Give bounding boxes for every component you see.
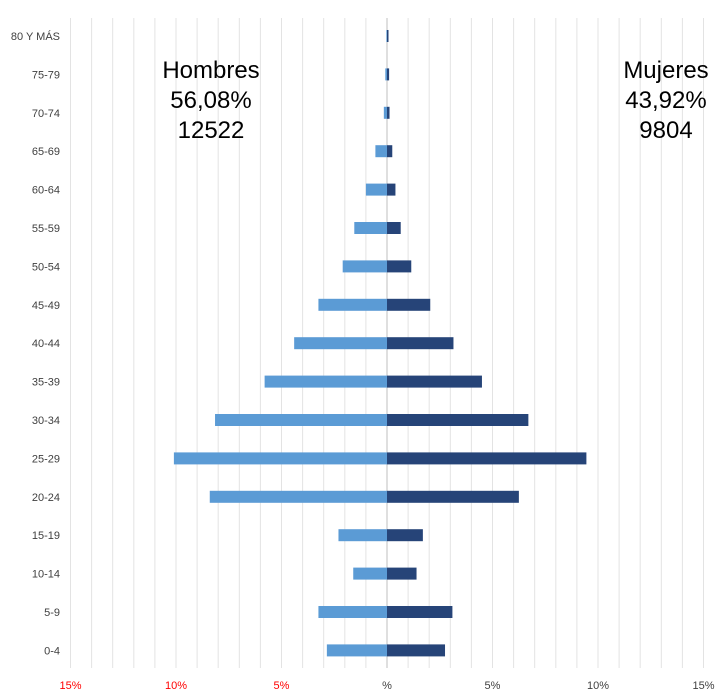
age-group-label: 55-59 bbox=[32, 223, 60, 235]
bar-hombres bbox=[385, 68, 387, 81]
left-annotation: Hombres 56,08% 12522 bbox=[162, 57, 259, 144]
bar-mujeres bbox=[387, 414, 529, 426]
bar-mujeres bbox=[387, 567, 417, 580]
bar-hombres bbox=[353, 567, 387, 580]
age-group-label: 75-79 bbox=[32, 69, 60, 81]
right-annotation-line-2: 43,92% bbox=[625, 87, 706, 114]
age-group-label: 30-34 bbox=[32, 415, 60, 427]
bar-mujeres bbox=[387, 529, 423, 542]
bar-hombres bbox=[342, 260, 387, 273]
left-annotation-line-1: Hombres bbox=[162, 57, 259, 84]
bar-hombres bbox=[209, 490, 387, 503]
right-annotation: Mujeres 43,92% 9804 bbox=[623, 57, 708, 144]
left-annotation-line-2: 56,08% bbox=[170, 87, 251, 114]
x-tick-label: % bbox=[382, 680, 392, 691]
x-tick-label: 15% bbox=[59, 680, 81, 691]
bar-hombres bbox=[294, 337, 387, 350]
bar-mujeres bbox=[387, 298, 431, 311]
x-tick-label: 10% bbox=[165, 680, 187, 691]
age-group-label: 20-24 bbox=[32, 492, 60, 504]
age-group-label: 50-54 bbox=[32, 261, 60, 273]
x-axis-tick-labels: 15% 10% 5%% 5% 10% 15% bbox=[59, 680, 714, 691]
bar-mujeres bbox=[387, 222, 401, 234]
age-group-label: 25-29 bbox=[32, 453, 60, 465]
bar-mujeres bbox=[387, 452, 587, 465]
bar-hombres bbox=[375, 145, 387, 158]
bar-mujeres bbox=[387, 68, 390, 81]
bar-hombres bbox=[338, 529, 387, 542]
age-group-label: 70-74 bbox=[32, 108, 60, 120]
bar-mujeres bbox=[387, 260, 412, 273]
bar-hombres bbox=[318, 606, 387, 618]
age-group-label: 35-39 bbox=[32, 377, 60, 389]
bar-hombres bbox=[173, 452, 387, 465]
bar-hombres bbox=[365, 183, 387, 196]
left-annotation-line-3: 12522 bbox=[178, 117, 245, 144]
bar-hombres bbox=[264, 375, 387, 388]
x-tick-label: 10% bbox=[587, 680, 609, 691]
age-group-label: 40-44 bbox=[32, 338, 60, 350]
bar-mujeres bbox=[387, 183, 396, 196]
bar-hombres bbox=[383, 106, 387, 119]
x-tick-label: 5% bbox=[485, 680, 501, 691]
right-annotation-line-3: 9804 bbox=[639, 117, 692, 144]
right-annotation-line-1: Mujeres bbox=[623, 57, 708, 84]
bar-mujeres bbox=[387, 30, 389, 42]
bar-mujeres bbox=[387, 106, 390, 119]
bar-hombres bbox=[215, 414, 387, 426]
bar-mujeres bbox=[387, 606, 453, 618]
age-group-label: 80 Y MÁS bbox=[11, 30, 60, 43]
x-tick-label: 15% bbox=[692, 680, 714, 691]
age-group-labels: 0-4 5-9 10-14 15-19 20-24 25-29 30-34 35-39 40-4… bbox=[11, 30, 60, 657]
age-group-label: 10-14 bbox=[32, 569, 60, 581]
age-group-label: 60-64 bbox=[32, 185, 60, 197]
bar-mujeres bbox=[387, 490, 519, 503]
bar-hombres bbox=[318, 298, 387, 311]
bar-hombres bbox=[326, 644, 387, 657]
bar-mujeres bbox=[387, 337, 454, 350]
bar-hombres bbox=[354, 222, 387, 234]
age-group-label: 45-49 bbox=[32, 300, 60, 312]
age-group-label: 15-19 bbox=[32, 530, 60, 542]
age-group-label: 0-4 bbox=[44, 645, 60, 657]
bar-mujeres bbox=[387, 644, 446, 657]
x-tick-label: 5% bbox=[274, 680, 290, 691]
age-group-label: 5-9 bbox=[44, 607, 60, 619]
age-group-label: 65-69 bbox=[32, 146, 60, 158]
bars bbox=[173, 30, 587, 657]
bar-mujeres bbox=[387, 375, 482, 388]
bar-mujeres bbox=[387, 145, 393, 158]
